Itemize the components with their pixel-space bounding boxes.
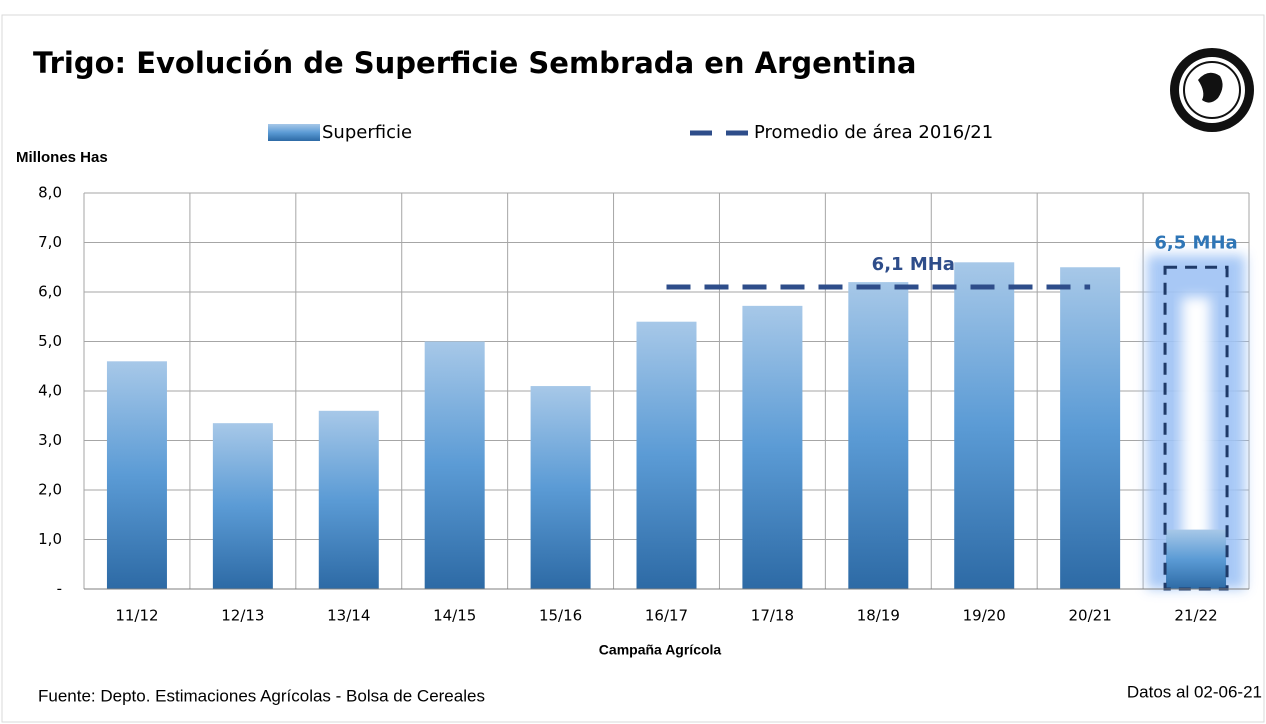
bar bbox=[848, 282, 909, 589]
bar bbox=[1166, 529, 1227, 589]
x-tick-label: 14/15 bbox=[433, 607, 476, 625]
x-tick-label: 19/20 bbox=[963, 607, 1006, 625]
frame bbox=[1, 14, 1265, 723]
bar bbox=[318, 410, 379, 589]
x-tick-label: 13/14 bbox=[327, 607, 370, 625]
source: Fuente: Depto. Estimaciones Agrícolas - … bbox=[38, 686, 485, 705]
x-tick-label: 12/13 bbox=[221, 607, 264, 625]
projection-outline bbox=[1163, 265, 1229, 591]
x-axis-label: Campaña Agrícola bbox=[599, 642, 722, 658]
y-tick-label: 6,0 bbox=[38, 283, 62, 301]
bar bbox=[636, 321, 697, 589]
projection-label: 6,5 MHa bbox=[1154, 232, 1237, 253]
x-tick-label: 11/12 bbox=[115, 607, 158, 625]
y-tick-label: 4,0 bbox=[38, 382, 62, 400]
bar bbox=[106, 361, 167, 589]
date-note: Datos al 02-06-21 bbox=[1127, 682, 1262, 701]
y-tick-label: 3,0 bbox=[38, 431, 62, 449]
bar bbox=[1060, 267, 1121, 589]
y-tick-label: 5,0 bbox=[38, 332, 62, 350]
y-tick-label: 2,0 bbox=[38, 481, 62, 499]
x-tick-label: 15/16 bbox=[539, 607, 582, 625]
bar bbox=[742, 305, 803, 589]
x-tick-label: 21/22 bbox=[1174, 607, 1217, 625]
legend-label: Superficie bbox=[322, 122, 412, 143]
y-tick-label: - bbox=[57, 580, 62, 598]
bar bbox=[954, 262, 1015, 589]
legend-swatch bbox=[268, 124, 320, 141]
y-tick-label: 1,0 bbox=[38, 530, 62, 548]
chart-title: Trigo: Evolución de Superficie Sembrada … bbox=[33, 46, 916, 80]
x-tick-label: 17/18 bbox=[751, 607, 794, 625]
bar bbox=[424, 341, 485, 589]
bar bbox=[212, 423, 273, 589]
y-tick-label: 7,0 bbox=[38, 233, 62, 251]
y-axis-label: Millones Has bbox=[16, 149, 108, 166]
x-tick-label: 18/19 bbox=[857, 607, 900, 625]
average-label: 6,1 MHa bbox=[872, 254, 955, 275]
bar bbox=[530, 386, 591, 589]
x-tick-label: 16/17 bbox=[645, 607, 688, 625]
y-tick-label: 8,0 bbox=[38, 184, 62, 202]
x-tick-label: 20/21 bbox=[1069, 607, 1112, 625]
legend-label: Promedio de área 2016/21 bbox=[754, 122, 993, 143]
logo bbox=[1170, 48, 1254, 132]
